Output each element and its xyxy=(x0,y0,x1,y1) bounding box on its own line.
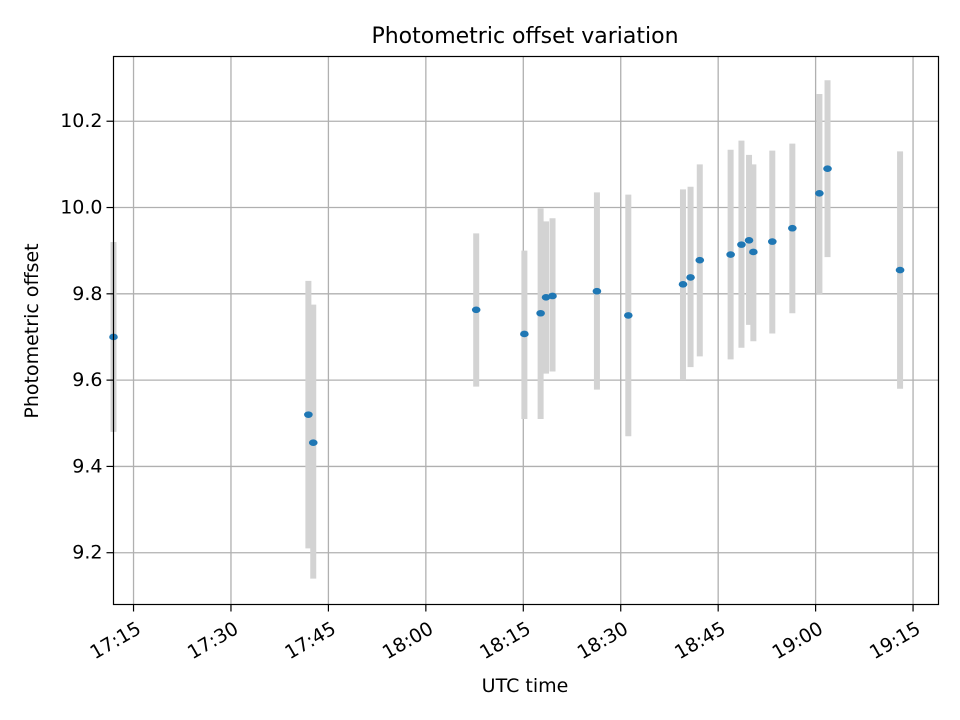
y-tick-label: 9.2 xyxy=(72,542,102,564)
data-point xyxy=(788,224,797,232)
y-axis-label: Photometric offset xyxy=(21,243,43,418)
x-tick-label: 18:30 xyxy=(574,618,632,664)
data-point xyxy=(592,287,602,295)
data-point xyxy=(686,274,695,281)
y-axis-ticks: 9.2 9.4 9.6 9.8 10.0 10.2 xyxy=(60,110,114,564)
chart-title: Photometric offset variation xyxy=(371,24,678,49)
data-point xyxy=(815,189,824,197)
data-point xyxy=(471,306,481,314)
x-tick-label: 19:15 xyxy=(866,618,924,664)
x-tick-label: 17:15 xyxy=(86,618,144,664)
x-tick-label: 18:15 xyxy=(476,618,534,664)
data-point xyxy=(726,251,735,258)
x-tick-label: 17:30 xyxy=(184,618,242,664)
data-point xyxy=(744,237,754,244)
x-tick-label: 17:45 xyxy=(281,618,339,664)
data-point xyxy=(520,330,529,338)
data-point xyxy=(308,439,318,446)
plot-area-frame xyxy=(112,55,940,606)
x-axis-ticks: 17:15 17:30 17:45 18:00 18:15 18:30 18:45 19:00… xyxy=(86,604,924,664)
data-point xyxy=(895,266,905,274)
x-tick-label: 19:00 xyxy=(768,618,826,664)
y-tick-label: 9.6 xyxy=(72,369,102,391)
data-point xyxy=(541,293,551,301)
x-tick-label: 18:00 xyxy=(379,618,437,664)
data-point xyxy=(624,312,633,319)
y-tick-label: 9.8 xyxy=(72,283,102,305)
data-points xyxy=(109,165,905,446)
y-tick-label: 10.0 xyxy=(60,197,102,219)
x-axis-label: UTC time xyxy=(482,675,569,697)
x-tick-label: 18:45 xyxy=(671,618,729,664)
data-point xyxy=(548,292,557,300)
data-point xyxy=(768,238,777,245)
data-point xyxy=(737,241,746,248)
y-tick-label: 10.2 xyxy=(60,110,102,132)
y-tick-label: 9.4 xyxy=(72,455,102,477)
data-point xyxy=(536,309,545,317)
data-point xyxy=(695,256,705,264)
data-point xyxy=(749,248,758,256)
data-point xyxy=(823,165,832,172)
data-point xyxy=(304,411,313,418)
data-point xyxy=(678,281,688,288)
